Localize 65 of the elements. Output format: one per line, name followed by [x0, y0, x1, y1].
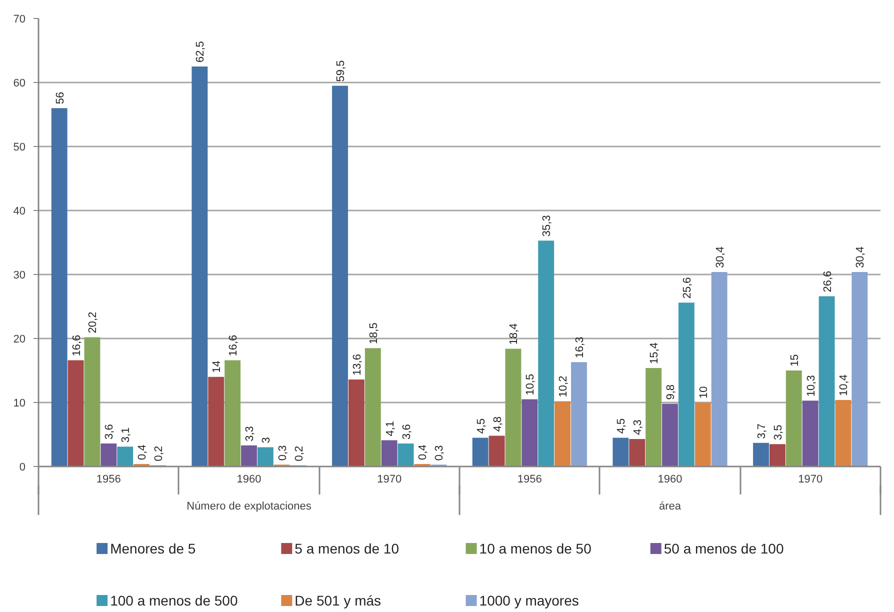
- legend-label: 1000 y mayores: [479, 592, 579, 608]
- legend-label: 100 a menos de 500: [110, 592, 238, 608]
- data-label: 62,5: [194, 41, 207, 62]
- data-label: 0,4: [136, 444, 149, 460]
- data-label: 9,8: [665, 384, 677, 400]
- text: Número de explotaciones: [186, 500, 312, 512]
- data-label: 30,4: [854, 246, 867, 268]
- data-label: 18,5: [368, 322, 380, 344]
- data-label: 15: [788, 354, 801, 366]
- y-tick-label: 30: [13, 270, 26, 282]
- data-label: 10,5: [524, 374, 537, 396]
- y-tick-label: 20: [13, 334, 26, 346]
- data-label: 0,2: [152, 446, 165, 462]
- x-tick-label: 1956: [517, 474, 542, 486]
- data-label: 0,2: [293, 446, 306, 462]
- data-label: 0,3: [434, 445, 446, 461]
- data-label: 16,6: [228, 334, 240, 356]
- legend-label: 50 a menos de 100: [664, 540, 784, 556]
- y-tick-label: 60: [13, 78, 26, 90]
- data-label: 20,2: [87, 312, 100, 334]
- data-label: 3,1: [120, 427, 132, 443]
- legend-label: De 501 y más: [294, 592, 382, 608]
- data-label: 10,2: [558, 376, 570, 398]
- x-tick-label: 1960: [236, 474, 262, 486]
- y-tick-label: 10: [13, 398, 26, 410]
- legend-label: 5 a menos de 10: [294, 540, 400, 556]
- data-label: 0,3: [276, 445, 289, 461]
- data-label: 10: [698, 386, 710, 398]
- y-tick-label: 50: [13, 142, 26, 154]
- data-label: 26,6: [822, 270, 834, 292]
- data-label: 0,4: [417, 444, 430, 460]
- data-label: 3: [260, 437, 272, 444]
- y-tick-label: 70: [13, 14, 26, 26]
- x-tick-label: 1960: [658, 474, 682, 486]
- data-label: 16,3: [574, 336, 586, 358]
- data-label: 3,5: [772, 424, 784, 440]
- data-label: 18,4: [508, 323, 520, 345]
- y-tick-label: 0: [19, 462, 26, 474]
- data-label: 35,3: [541, 215, 554, 237]
- data-label: 4,5: [616, 418, 628, 434]
- data-label: 14: [211, 360, 224, 373]
- data-label: 56: [54, 92, 66, 104]
- data-label: 4,8: [492, 416, 504, 432]
- y-tick-label: 40: [13, 206, 26, 218]
- data-label: 30,4: [714, 246, 726, 268]
- data-label: 4,3: [632, 420, 644, 435]
- data-label: 25,6: [681, 277, 694, 299]
- text: área: [658, 500, 682, 512]
- data-label: 3,3: [244, 426, 256, 442]
- x-tick-label: 1970: [377, 474, 402, 486]
- data-label: 4,1: [384, 420, 396, 436]
- x-tick-label: 1956: [96, 474, 121, 486]
- data-label: 3,6: [104, 424, 116, 440]
- data-label: 16,6: [70, 334, 83, 356]
- data-label: 59,5: [335, 60, 348, 82]
- data-label: 4,5: [475, 418, 488, 434]
- data-label: 3,7: [756, 424, 768, 439]
- data-label: 3,6: [400, 424, 413, 440]
- data-label: 13,6: [351, 354, 364, 376]
- legend-label: 10 a menos de 50: [479, 540, 592, 556]
- data-label: 10,3: [805, 375, 818, 397]
- data-label: 10,4: [838, 374, 850, 396]
- x-tick-label: 1970: [798, 474, 823, 486]
- legend-label: Menores de 5: [110, 540, 196, 556]
- data-label: 15,4: [648, 342, 661, 364]
